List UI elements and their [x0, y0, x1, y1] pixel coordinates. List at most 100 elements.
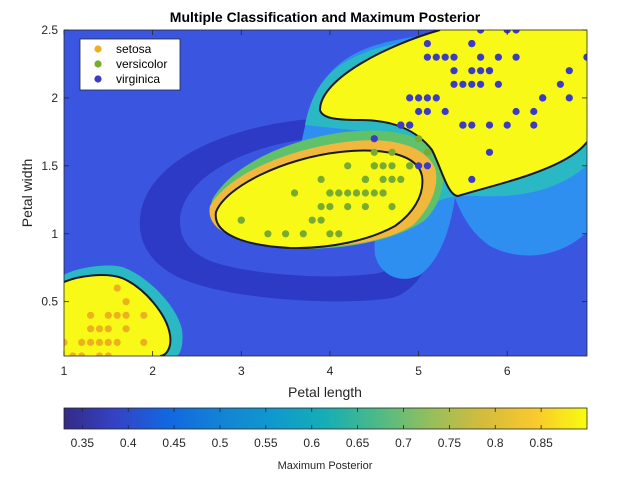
- point-setosa-12: [64, 338, 68, 346]
- point-virginica-21: [406, 94, 414, 102]
- x-axis: 1 2 3 4 5 6: [61, 30, 511, 378]
- point-versicolor-45: [388, 162, 396, 170]
- point-virginica-45: [415, 107, 423, 116]
- point-setosa-14: [140, 338, 148, 346]
- colorbar-tick-label-1: 0.4: [120, 436, 137, 450]
- colorbar-tick-label-9: 0.8: [487, 436, 504, 450]
- point-versicolor-18: [317, 216, 325, 224]
- x-tick-label-0: 1: [61, 364, 68, 378]
- point-versicolor-11: [344, 162, 352, 170]
- chart-title: Multiple Classification and Maximum Post…: [170, 9, 481, 25]
- point-virginica-20: [477, 53, 485, 61]
- point-versicolor-9: [317, 175, 325, 183]
- y-tick-label-4: 2.5: [41, 23, 58, 37]
- point-virginica-46: [432, 94, 440, 102]
- point-virginica-40: [468, 40, 476, 48]
- point-setosa-11: [104, 311, 112, 319]
- point-virginica-28: [468, 80, 476, 88]
- legend-marker-setosa: [94, 45, 102, 53]
- point-virginica-1: [423, 107, 431, 116]
- colorbar-tick-label-4: 0.55: [254, 436, 278, 450]
- colorbar-ticks: 0.35 0.4 0.45 0.5 0.55 0.6 0.65 0.7 0.75 0.8 0.85: [71, 408, 553, 450]
- point-virginica-14: [423, 40, 431, 48]
- point-virginica-41: [423, 53, 431, 61]
- point-setosa-21: [78, 352, 86, 356]
- region-virginica-yellow: [320, 30, 587, 196]
- x-axis-label: Petal length: [288, 384, 362, 400]
- point-setosa-5: [104, 352, 112, 356]
- point-versicolor-39: [344, 189, 352, 197]
- point-virginica-13: [415, 94, 423, 102]
- point-setosa-0: [95, 338, 104, 346]
- point-virginica-24: [477, 80, 485, 88]
- x-tick-label-5: 6: [504, 364, 511, 378]
- x-tick-label-3: 4: [327, 364, 334, 378]
- colorbar-tick-label-5: 0.6: [303, 436, 320, 450]
- point-setosa-9: [87, 311, 95, 319]
- point-virginica-44: [432, 53, 440, 61]
- colorbar-tick-label-6: 0.65: [346, 436, 370, 450]
- point-versicolor-26: [415, 135, 423, 143]
- point-virginica-48: [530, 107, 538, 116]
- region-versicolor-yellow: [215, 150, 423, 249]
- point-virginica-35: [512, 53, 520, 61]
- point-virginica-27: [406, 121, 414, 129]
- point-virginica-30: [512, 107, 520, 116]
- point-setosa-13: [122, 298, 130, 306]
- point-setosa-7: [69, 352, 77, 356]
- point-versicolor-13: [388, 175, 396, 183]
- point-setosa-1: [87, 338, 95, 346]
- point-setosa-15: [113, 311, 121, 319]
- boundary-setosa: [64, 274, 172, 356]
- point-virginica-6: [370, 135, 378, 143]
- x-tick-label-1: 2: [149, 364, 156, 378]
- point-virginica-47: [450, 53, 458, 61]
- point-versicolor-27: [308, 216, 316, 224]
- point-virginica-39: [450, 80, 458, 88]
- legend-marker-versicolor: [94, 60, 102, 68]
- colorbar-gradient: [63, 407, 588, 430]
- point-virginica-17: [565, 67, 573, 75]
- point-virginica-3: [468, 121, 476, 129]
- point-virginica-38: [397, 121, 405, 129]
- point-versicolor-29: [317, 203, 325, 211]
- point-virginica-5: [556, 80, 565, 88]
- point-virginica-2: [494, 80, 502, 88]
- point-versicolor-28: [299, 230, 307, 238]
- point-versicolor-30: [423, 148, 431, 156]
- point-versicolor-34: [326, 189, 334, 197]
- y-tick-label-2: 1.5: [41, 159, 58, 173]
- y-axis: 0.5 1 1.5 2 2.5: [41, 23, 587, 309]
- point-versicolor-36: [379, 175, 387, 183]
- point-versicolor-10: [282, 230, 290, 238]
- point-versicolor-17: [370, 162, 378, 170]
- point-versicolor-25: [397, 175, 405, 183]
- point-versicolor-44: [379, 189, 387, 197]
- colorbar-tick-label-3: 0.5: [212, 436, 229, 450]
- point-versicolor-35: [361, 203, 369, 211]
- point-virginica-34: [468, 175, 476, 183]
- point-versicolor-6: [388, 148, 396, 156]
- point-setosa-18: [140, 311, 148, 319]
- point-virginica-32: [468, 67, 476, 75]
- point-virginica-10: [423, 94, 431, 102]
- point-virginica-37: [459, 121, 467, 129]
- point-virginica-29: [485, 148, 494, 156]
- point-versicolor-5: [370, 189, 378, 197]
- legend-label-virginica: virginica: [116, 72, 160, 86]
- point-setosa-4: [95, 325, 104, 333]
- point-virginica-33: [423, 162, 431, 170]
- point-virginica-7: [530, 121, 538, 129]
- colorbar-tick-label-2: 0.45: [162, 436, 186, 450]
- colorbar-label: Maximum Posterior: [278, 460, 373, 472]
- point-virginica-51: [539, 94, 547, 102]
- point-versicolor-22: [388, 203, 396, 211]
- point-virginica-52: [477, 67, 485, 75]
- point-setosa-3: [122, 311, 130, 319]
- colorbar-tick-label-8: 0.75: [438, 436, 462, 450]
- point-virginica-9: [512, 30, 520, 34]
- colorbar: 0.35 0.4 0.45 0.5 0.55 0.6 0.65 0.7 0.75 0.8 0.85 …: [63, 407, 588, 472]
- point-virginica-22: [565, 94, 573, 102]
